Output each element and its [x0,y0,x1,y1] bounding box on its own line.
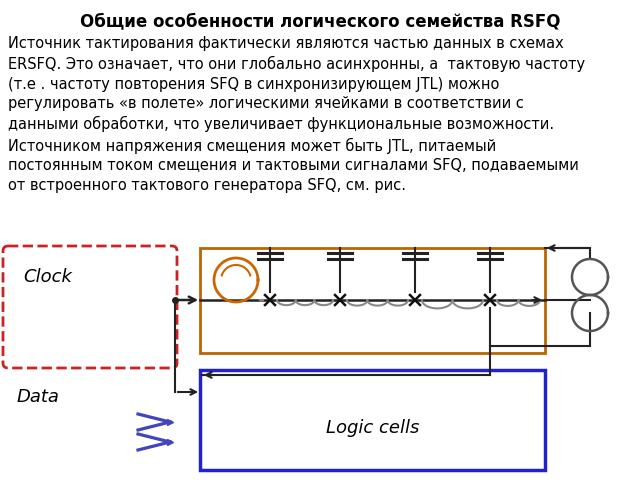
Bar [200,370,545,470]
Text: Clock: Clock [23,268,72,286]
Bar [200,248,545,353]
Text: Источник тактирования фактически являются частью данных в схемах
ERSFQ. Это озна: Источник тактирования фактически являютс… [8,36,585,192]
Text: Logic cells: Logic cells [326,419,419,437]
Text: Общие особенности логического семейства RSFQ: Общие особенности логического семейства … [80,12,560,30]
Text: Data: Data [17,388,60,406]
